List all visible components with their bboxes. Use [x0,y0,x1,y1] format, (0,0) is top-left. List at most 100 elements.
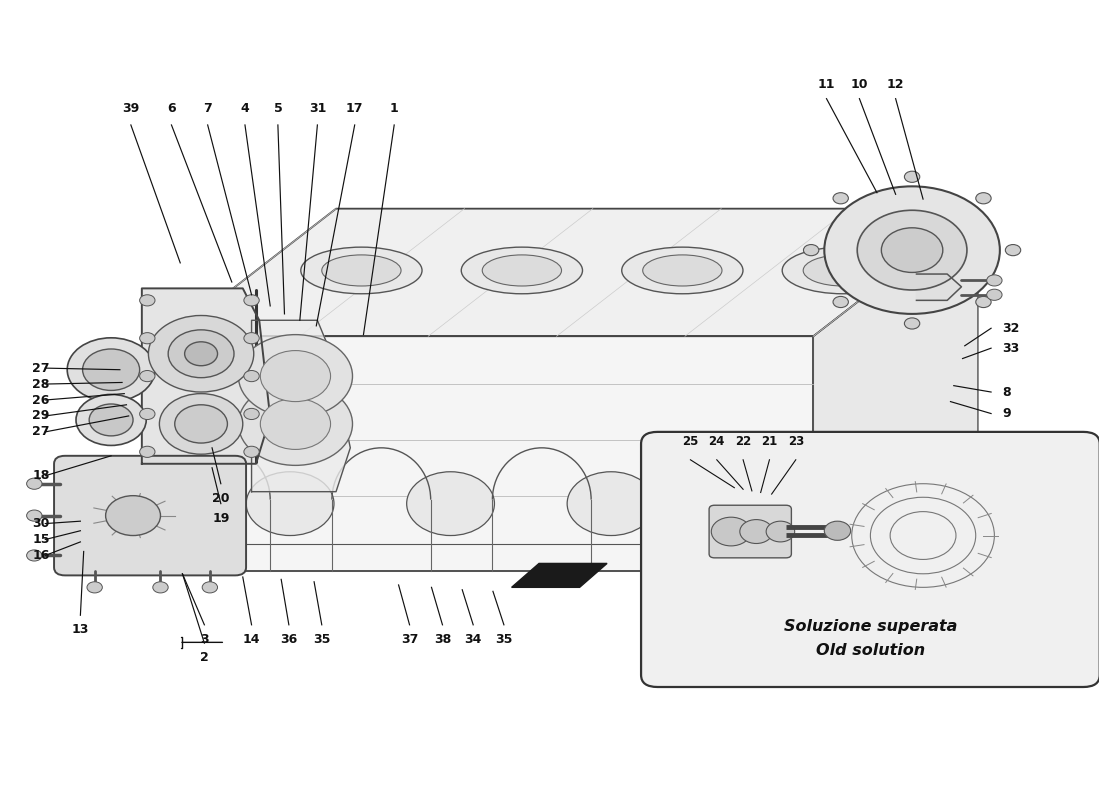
Text: 4: 4 [241,102,250,115]
Circle shape [244,446,260,458]
Text: Soluzione superata: Soluzione superata [783,619,957,634]
Text: 31: 31 [309,102,326,115]
Text: 15: 15 [32,533,50,546]
Text: 36: 36 [280,633,297,646]
Circle shape [857,210,967,290]
Circle shape [803,245,818,256]
Circle shape [89,404,133,436]
Circle shape [67,338,155,402]
Circle shape [987,275,1002,286]
Circle shape [833,193,848,204]
Circle shape [87,582,102,593]
Circle shape [82,349,140,390]
Text: 29: 29 [32,410,50,422]
Text: eurospares: eurospares [177,283,440,326]
Text: Old solution: Old solution [816,643,925,658]
Text: 22: 22 [735,435,751,448]
Circle shape [261,398,331,450]
Text: 25: 25 [682,435,698,448]
Circle shape [712,517,751,546]
Text: 35: 35 [495,633,513,646]
Circle shape [153,582,168,593]
Ellipse shape [322,255,401,286]
Circle shape [239,382,352,466]
Text: 13: 13 [72,623,89,636]
Circle shape [168,330,234,378]
Text: 26: 26 [32,394,50,406]
Circle shape [976,297,991,307]
Text: 38: 38 [433,633,451,646]
Text: 39: 39 [122,102,140,115]
Circle shape [824,521,850,540]
Circle shape [160,394,243,454]
Text: 11: 11 [817,78,835,90]
Circle shape [140,294,155,306]
Circle shape [244,370,260,382]
Circle shape [140,446,155,458]
Text: 8: 8 [1002,386,1011,398]
Circle shape [185,342,218,366]
Circle shape [244,294,260,306]
Circle shape [881,228,943,273]
Text: 35: 35 [314,633,330,646]
Polygon shape [916,274,961,300]
Text: 2: 2 [200,651,209,664]
Circle shape [568,472,654,535]
Circle shape [1005,245,1021,256]
Text: 27: 27 [32,426,50,438]
Circle shape [244,408,260,419]
Polygon shape [813,209,978,571]
Text: 34: 34 [464,633,482,646]
Circle shape [246,472,334,535]
Polygon shape [252,320,350,492]
Circle shape [148,315,254,392]
FancyBboxPatch shape [710,506,791,558]
Text: 19: 19 [212,512,230,525]
Polygon shape [172,336,813,571]
Circle shape [202,582,218,593]
Polygon shape [142,288,271,464]
Text: 6: 6 [167,102,176,115]
Text: 32: 32 [1002,322,1020,334]
Text: 10: 10 [850,78,868,90]
Circle shape [767,521,794,542]
Circle shape [26,510,42,521]
Circle shape [904,318,920,329]
Text: 17: 17 [345,102,363,115]
Text: 30: 30 [32,517,50,530]
Polygon shape [172,209,978,336]
Text: 16: 16 [32,549,50,562]
Circle shape [407,472,495,535]
Polygon shape [512,563,607,587]
Text: 7: 7 [204,102,212,115]
Ellipse shape [803,255,882,286]
Circle shape [261,350,331,402]
Circle shape [140,408,155,419]
Circle shape [976,193,991,204]
Circle shape [175,405,228,443]
Circle shape [26,550,42,561]
Text: 23: 23 [788,435,804,448]
Circle shape [140,333,155,344]
Ellipse shape [621,247,742,294]
Circle shape [26,478,42,490]
Ellipse shape [642,255,722,286]
Text: 1: 1 [389,102,398,115]
FancyBboxPatch shape [54,456,246,575]
Ellipse shape [300,247,422,294]
Text: 21: 21 [761,435,778,448]
FancyBboxPatch shape [641,432,1100,687]
Circle shape [140,370,155,382]
Circle shape [740,519,772,543]
Text: 28: 28 [32,378,50,390]
Circle shape [727,472,815,535]
Circle shape [239,334,352,418]
Text: 12: 12 [887,78,904,90]
Text: 14: 14 [243,633,261,646]
Ellipse shape [461,247,583,294]
Text: eurospares: eurospares [594,259,857,302]
Ellipse shape [782,247,903,294]
Circle shape [106,496,161,535]
Ellipse shape [482,255,561,286]
Circle shape [833,297,848,307]
